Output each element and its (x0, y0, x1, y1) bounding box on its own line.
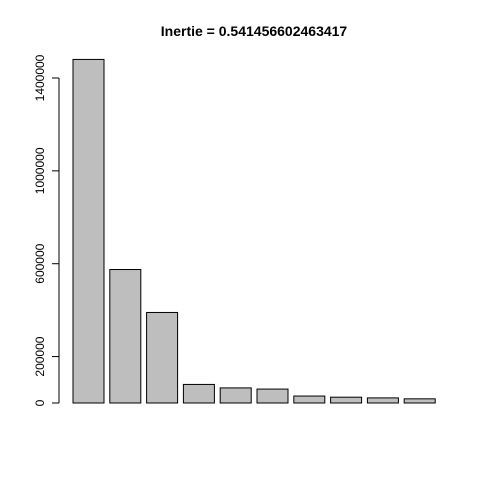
bar-2 (109, 269, 142, 404)
bars-group (72, 58, 436, 404)
bar-10 (403, 398, 436, 404)
y-tick-label: 0 (33, 399, 47, 406)
bar-7 (293, 395, 326, 404)
y-tick-label: 1400000 (33, 54, 47, 101)
bar-3 (146, 311, 179, 404)
chart-title: Inertie = 0.541456602463417 (161, 23, 348, 39)
y-tick-label: 600000 (33, 243, 47, 283)
bar-8 (330, 396, 363, 404)
bar-1 (72, 58, 105, 404)
y-axis-ticks: 0 200000 600000 1000000 1400000 (33, 54, 59, 406)
bar-5 (219, 387, 252, 404)
y-tick-label: 1000000 (33, 147, 47, 194)
y-tick-label: 200000 (33, 336, 47, 376)
bar-6 (256, 388, 289, 404)
bar-4 (182, 383, 215, 404)
bar-9 (366, 397, 399, 404)
